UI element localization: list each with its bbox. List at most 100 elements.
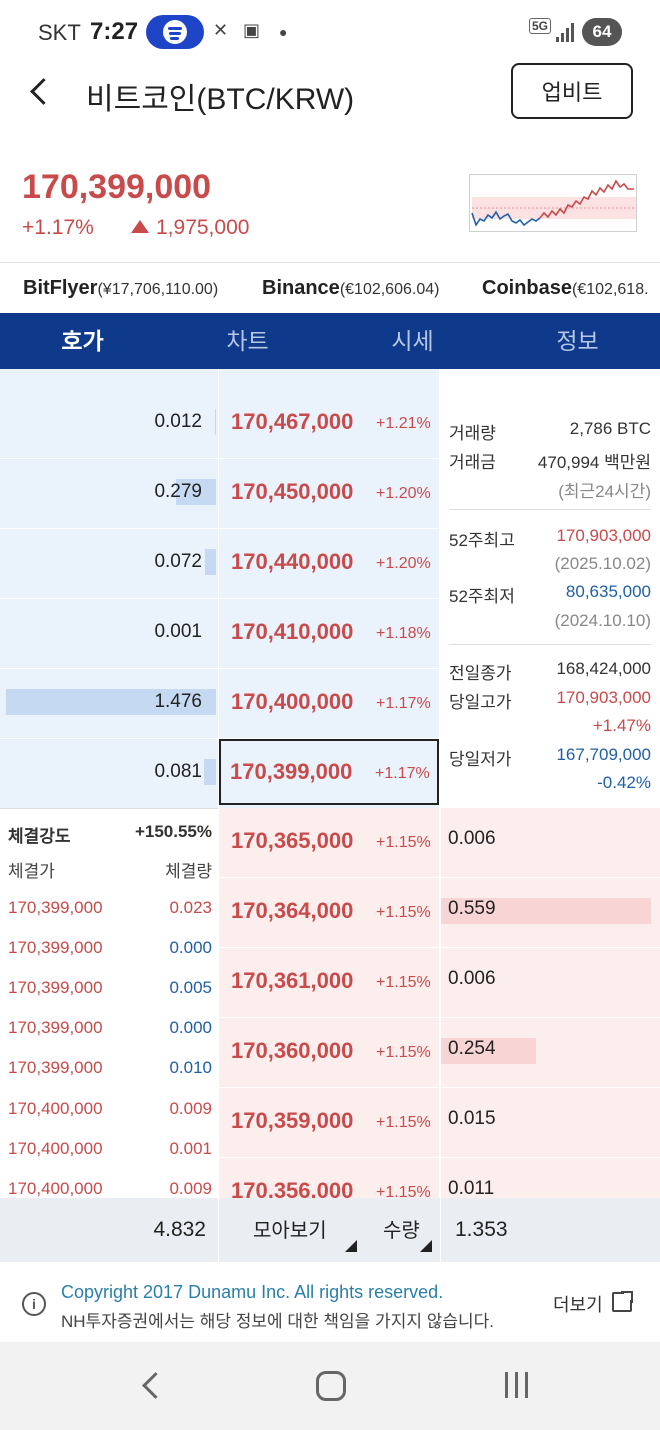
ask-price-row[interactable]: 170,440,000 +1.20% [219, 529, 439, 599]
tab-info[interactable]: 정보 [556, 328, 599, 354]
ask-price-row[interactable]: 170,467,000 +1.21% [219, 389, 439, 459]
bid-qty-row[interactable]: 0.006 [441, 948, 660, 1018]
tab-chart[interactable]: 차트 [226, 328, 269, 354]
status-bar: SKT 7:27 ✕ ▣ ● 5G 64 [0, 0, 660, 62]
bid-price-row[interactable]: 170,364,000 +1.15% [219, 878, 439, 948]
bid-qty-row[interactable]: 0.015 [441, 1088, 660, 1158]
ask-price-row[interactable]: 170,450,000 +1.20% [219, 459, 439, 529]
ask-price-row[interactable]: 170,400,000 +1.17% [219, 669, 439, 739]
row-divider [219, 947, 660, 948]
row-divider [219, 877, 660, 878]
ask-qty-bar [176, 479, 216, 505]
bid-change: +1.15% [376, 904, 431, 921]
bid-price: 170,365,000 [231, 828, 354, 853]
bid-qty: 0.006 [448, 968, 496, 989]
nav-back-icon[interactable] [136, 1370, 166, 1400]
ask-qty: 0.012 [154, 411, 202, 432]
divider [440, 1198, 441, 1262]
bid-price-row[interactable]: 170,361,000 +1.15% [219, 948, 439, 1018]
exchange-bitflyer: BitFlyer(¥17,706,110.00) [23, 277, 219, 299]
bid-qty-row[interactable]: 0.254 [441, 1018, 660, 1088]
divider [449, 644, 651, 645]
bid-price: 170,359,000 [231, 1108, 354, 1133]
tab-orderbook[interactable]: 호가 [61, 328, 104, 354]
copyright-text[interactable]: Copyright 2017 Dunamu Inc. All rights re… [61, 1282, 444, 1302]
ask-price-row[interactable]: 170,410,000 +1.18% [219, 599, 439, 669]
mini-price-chart[interactable] [469, 174, 637, 232]
ask-change: +1.20% [376, 555, 431, 572]
ask-price: 170,467,000 [231, 409, 354, 434]
bid-qty-bar [441, 898, 651, 924]
page-title: 비트코인(BTC/KRW) [86, 83, 355, 116]
current-price-row[interactable]: 170,399,000 +1.17% [219, 739, 439, 805]
row-divider [0, 598, 440, 599]
external-link-icon[interactable] [612, 1290, 634, 1312]
bid-price-row[interactable]: 170,365,000 +1.15% [219, 808, 439, 878]
trade-row: 170,399,000 0.010 [8, 1058, 212, 1077]
trade-price-header: 체결가 [8, 862, 55, 881]
bid-price: 170,360,000 [231, 1038, 354, 1063]
ask-qty-row[interactable]: 1.476 [0, 669, 218, 739]
bid-price-area [219, 808, 439, 1198]
info-icon: i [22, 1292, 46, 1316]
bid-price: 170,364,000 [231, 898, 354, 923]
strength-value: +150.55% [134, 822, 212, 841]
mini-chart-area [472, 197, 636, 219]
network-type-icon: 5G [529, 18, 552, 34]
bid-price: 170,356,000 [231, 1178, 354, 1198]
column-divider [439, 369, 441, 1198]
ask-qty-row[interactable]: 0.001 [0, 599, 218, 669]
more-link[interactable]: 더보기 [553, 1295, 603, 1315]
ask-qty: 1.476 [154, 691, 202, 712]
trade-row: 170,400,000 0.009 [8, 1099, 212, 1118]
more-notifications-icon: ● [279, 24, 288, 40]
signal-icon [556, 22, 576, 42]
mute-vibrate-icon: ✕ [213, 20, 229, 40]
recent-trades-panel: 체결강도 +150.55% 체결가 체결량 170,399,000 0.023 1… [0, 808, 218, 1198]
tab-quotes[interactable]: 시세 [391, 328, 434, 354]
ask-price: 170,400,000 [231, 689, 354, 714]
ask-change: +1.17% [376, 695, 431, 712]
ask-change: +1.18% [376, 625, 431, 642]
price-summary: 170,399,000 +1.17% 1,975,000 [0, 160, 660, 260]
bid-price-row[interactable]: 170,359,000 +1.15% [219, 1088, 439, 1158]
order-book: 0.012 170,467,000 +1.21% 0.279 170,450,00… [0, 369, 660, 1198]
column-divider [218, 369, 219, 1198]
ask-qty-bar [6, 689, 216, 715]
exchange-coinbase: Coinbase(€102,618. [482, 277, 649, 299]
divider [218, 1198, 219, 1262]
trade-row: 170,399,000 0.000 [8, 1018, 212, 1037]
view-mode-dropdown[interactable]: 모아보기 [253, 1220, 327, 1242]
bid-change: +1.15% [376, 834, 431, 851]
bid-qty-row[interactable]: 0.006 [441, 808, 660, 878]
nav-home-icon[interactable] [316, 1371, 346, 1401]
ask-qty-row[interactable]: 0.072 [0, 529, 218, 599]
exchange-price-strip[interactable]: BitFlyer(¥17,706,110.00) Binance(€102,60… [0, 262, 660, 312]
battery-icon: 64 [582, 18, 622, 46]
ask-price: 170,450,000 [231, 479, 354, 504]
bid-price-row[interactable]: 170,360,000 +1.15% [219, 1018, 439, 1088]
row-divider [0, 528, 440, 529]
system-nav-bar [0, 1342, 660, 1430]
ask-qty: 0.072 [154, 551, 202, 572]
ask-qty-row[interactable]: 0.081 [0, 739, 218, 809]
ask-price-area [219, 369, 439, 808]
row-divider [219, 1157, 660, 1158]
ask-qty-row[interactable]: 0.279 [0, 459, 218, 529]
bid-qty: 0.011 [448, 1178, 495, 1198]
mini-chart-line-down [471, 210, 541, 227]
back-button[interactable] [24, 74, 60, 110]
bid-qty-row[interactable]: 0.559 [441, 878, 660, 948]
unit-dropdown[interactable]: 수량 [383, 1220, 420, 1242]
nav-recent-apps-icon[interactable] [503, 1372, 531, 1398]
total-ask-qty: 4.832 [153, 1218, 206, 1241]
ask-qty: 0.001 [154, 621, 202, 642]
bid-qty: 0.559 [448, 898, 496, 919]
bid-change: +1.15% [376, 1184, 431, 1198]
upbit-button[interactable]: 업비트 [511, 63, 633, 119]
change-percent: +1.17% [22, 216, 94, 239]
ask-qty-row[interactable]: 0.012 [0, 389, 218, 459]
bid-change: +1.15% [376, 1044, 431, 1061]
bid-qty-row[interactable]: 0.011 [441, 1158, 660, 1198]
bid-price-row[interactable]: 170,356,000 +1.15% [219, 1158, 439, 1198]
